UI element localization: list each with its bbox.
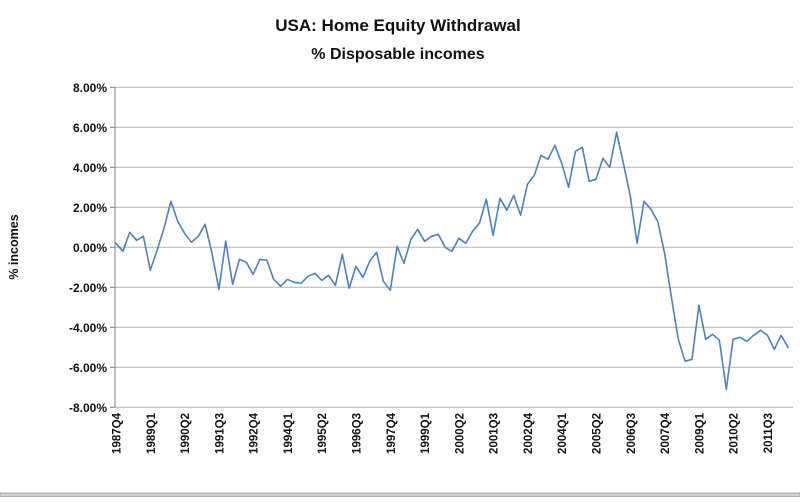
x-tick-label: 2006Q3 (626, 413, 638, 454)
x-tick-label: 1994Q1 (283, 412, 295, 454)
x-tick-label: 2005Q2 (592, 413, 604, 454)
x-tick-label: 1987Q4 (112, 412, 124, 454)
x-tick-label: 2007Q4 (660, 412, 672, 454)
y-axis-tick-labels: 8.00% 6.00% 4.00% 2.00% 0.00% -2.00% -4.00% -6.… (69, 81, 107, 415)
data-line-series (115, 131, 789, 391)
y-tick-label: 0.00% (73, 241, 107, 255)
chart-subtitle: % Disposable incomes (311, 46, 484, 63)
x-tick-label: 2011Q3 (763, 413, 775, 453)
y-axis-title: % incomes (7, 214, 21, 279)
x-tick-label: 1999Q1 (420, 412, 432, 454)
x-tick-label: 2000Q2 (454, 413, 466, 454)
y-tick-label: -4.00% (69, 321, 107, 335)
x-axis-tick-labels: 1987Q4 1989Q1 1990Q2 1991Q3 1992Q4 1994Q1 1995… (112, 412, 775, 454)
chart-title: USA: Home Equity Withdrawal (275, 16, 520, 35)
y-tick-label: -8.00% (69, 401, 107, 415)
x-tick-label: 1991Q3 (214, 413, 226, 454)
x-tick-label: 1995Q2 (317, 413, 329, 454)
x-tick-label: 1997Q4 (386, 412, 398, 454)
y-tick-label: 2.00% (73, 201, 107, 215)
x-tick-label: 1996Q3 (352, 413, 364, 454)
x-tick-label: 1990Q2 (180, 413, 192, 454)
y-axis-line-and-ticks (110, 86, 116, 408)
x-tick-label: 2002Q4 (523, 412, 535, 454)
y-tick-label: 8.00% (73, 81, 107, 95)
bottom-border-line (0, 492, 800, 497)
x-tick-label: 1992Q4 (249, 412, 261, 454)
y-tick-label: 4.00% (73, 161, 107, 175)
x-tick-label: 2009Q1 (694, 412, 706, 454)
x-tick-label: 2001Q3 (489, 413, 501, 454)
y-tick-label: -2.00% (69, 281, 107, 295)
x-tick-label: 2010Q2 (729, 413, 741, 454)
y-tick-label: 6.00% (73, 121, 107, 135)
x-tick-label: 2004Q1 (557, 412, 569, 454)
y-tick-label: -6.00% (69, 361, 107, 375)
x-tick-label: 1989Q1 (146, 412, 158, 454)
